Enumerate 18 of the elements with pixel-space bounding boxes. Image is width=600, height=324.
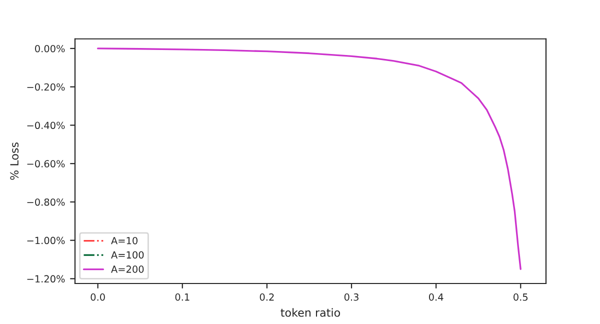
x-tick-label: 0.4 bbox=[428, 293, 444, 301]
y-tick-label: −0.40% bbox=[27, 122, 65, 130]
y-tick-label: −0.60% bbox=[27, 160, 65, 168]
x-tick-label: 0.5 bbox=[514, 293, 528, 301]
x-tick-label: 0.2 bbox=[260, 293, 274, 301]
x-axis-title: token ratio bbox=[280, 308, 340, 317]
x-tick-label: 0.3 bbox=[344, 293, 358, 301]
y-tick-label: −0.20% bbox=[27, 83, 65, 91]
y-tick-label: −1.00% bbox=[27, 236, 65, 244]
legend-label: A=10 bbox=[111, 236, 138, 244]
y-axis-title: % Loss bbox=[10, 142, 19, 180]
legend-label: A=100 bbox=[111, 251, 144, 259]
y-tick-label: 0.00% bbox=[35, 44, 65, 52]
y-tick-label: −1.20% bbox=[27, 275, 65, 283]
x-tick-label: 0.1 bbox=[175, 293, 190, 301]
x-tick-label: 0.0 bbox=[90, 293, 105, 301]
legend-label: A=200 bbox=[111, 266, 144, 273]
y-tick-label: −0.80% bbox=[27, 198, 65, 206]
